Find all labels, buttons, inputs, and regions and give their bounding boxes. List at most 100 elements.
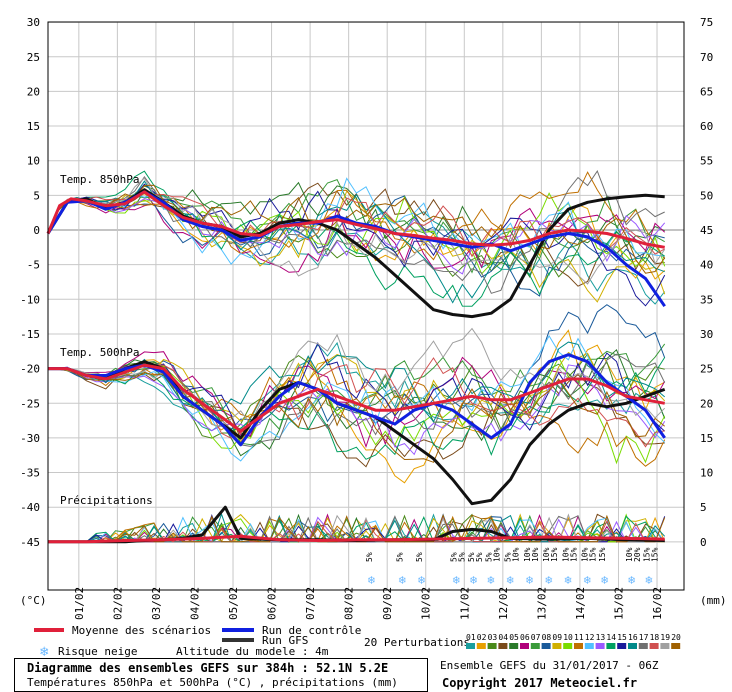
- snow-pct-label: 15%: [569, 547, 578, 562]
- perturbation-850-13: [47, 198, 666, 275]
- perturbation-id: 10: [563, 633, 573, 642]
- right-tick-label: 60: [700, 120, 713, 133]
- panel-label-precip: Précipitations: [60, 494, 153, 507]
- snow-pct-label: 10%: [523, 547, 532, 562]
- snowflake-icon: ❄: [470, 573, 477, 587]
- chart-subtitle: Températures 850hPa et 500hPa (°C) , pré…: [27, 676, 398, 689]
- legend: Moyenne des scénarios Run de contrôle Ru…: [34, 624, 681, 660]
- left-tick-label: 15: [27, 120, 40, 133]
- right-tick-label: 25: [700, 363, 713, 376]
- snow-pct-label: 15%: [598, 547, 607, 562]
- perturbation-id: 17: [639, 633, 649, 642]
- legend-label-perturbations: 20 Perturbations: [364, 636, 470, 649]
- x-tick-label: 13/02: [535, 587, 548, 620]
- left-tick-label: -35: [20, 467, 40, 480]
- right-tick-label: 50: [700, 189, 713, 202]
- x-tick-label: 15/02: [612, 587, 625, 620]
- perturbation-swatch: [584, 643, 594, 649]
- perturbation-500-01: [48, 341, 666, 432]
- snowflake-icon: ❄: [564, 573, 571, 587]
- right-tick-label: 5: [700, 501, 707, 514]
- series-precip-moyenne-des-sc-narios: [48, 534, 665, 544]
- snow-pct-label: 5%: [504, 552, 513, 562]
- perturbation-swatch: [617, 643, 627, 649]
- perturbation-id: 12: [585, 633, 595, 642]
- perturbation-id: 03: [488, 633, 498, 642]
- perturbation-id: 11: [574, 633, 584, 642]
- snowflake-icon: ❄: [526, 573, 533, 587]
- legend-label-altitude: Altitude du modele : 4m: [176, 645, 329, 658]
- perturbation-id: 09: [552, 633, 562, 642]
- legend-label-snow: Risque neige: [58, 645, 137, 658]
- perturbation-swatch: [466, 643, 475, 649]
- perturbation-500-20: [47, 368, 666, 463]
- perturbation-500-04: [47, 368, 665, 468]
- perturbation-850-02: [47, 199, 666, 280]
- snow-pct-label: 10%: [561, 547, 570, 562]
- snowflake-icon: ❄: [453, 573, 460, 587]
- perturbation-swatch: [628, 643, 637, 649]
- series-850-moyenne-des-sc-narios: [46, 190, 665, 249]
- perturbation-850-19: [47, 177, 666, 285]
- panel-label-850: Temp. 850hPa: [60, 173, 139, 186]
- left-tick-label: -20: [20, 363, 40, 376]
- perturbation-850-11: [47, 171, 666, 261]
- perturbation-swatch: [541, 643, 551, 649]
- perturbation-swatch: [563, 643, 573, 649]
- snowflake-icon: ❄: [545, 573, 552, 587]
- left-tick-label: -25: [20, 397, 40, 410]
- snow-pct-label: 5%: [365, 552, 374, 562]
- legend-label-gfs: Run GFS: [262, 634, 308, 647]
- snow-pct-label: 10%: [512, 547, 521, 562]
- snow-pct-label: 10%: [581, 547, 590, 562]
- perturbation-id: 19: [660, 633, 670, 642]
- snow-pct-label: 10%: [625, 547, 634, 562]
- perturbation-swatch: [476, 643, 486, 649]
- perturbation-500-02: [47, 329, 665, 484]
- perturbation-id: 14: [606, 633, 616, 642]
- left-tick-label: 5: [33, 189, 40, 202]
- x-tick-label: 16/02: [651, 587, 664, 620]
- perturbation-swatch: [520, 643, 529, 649]
- snow-pct-label: 5%: [415, 552, 424, 562]
- perturbation-swatch: [487, 643, 497, 649]
- snow-pct-label: 5%: [475, 552, 484, 562]
- x-tick-label: 06/02: [266, 587, 279, 620]
- snow-pct-label: 15%: [550, 547, 559, 562]
- perturbation-swatch: [498, 643, 508, 649]
- left-tick-label: -15: [20, 328, 40, 341]
- left-tick-label: 20: [27, 85, 40, 98]
- perturbation-id: 05: [509, 633, 519, 642]
- snowflake-icon: ❄: [399, 573, 406, 587]
- snowflake-icon: ❄: [628, 573, 635, 587]
- snow-pct-label: 10%: [542, 547, 551, 562]
- x-tick-label: 05/02: [227, 587, 240, 620]
- chart-title: Diagramme des ensembles GEFS sur 384h : …: [27, 661, 389, 675]
- info-box: Diagramme des ensembles GEFS sur 384h : …: [14, 658, 428, 692]
- perturbation-id: 13: [596, 633, 606, 642]
- right-tick-label: 55: [700, 155, 713, 168]
- left-tick-label: -45: [20, 536, 40, 549]
- run-info: Ensemble GEFS du 31/01/2017 - 06Z: [440, 659, 659, 672]
- perturbation-swatch: [649, 643, 659, 649]
- snow-pct-label: 20%: [633, 547, 642, 562]
- left-tick-label: 0: [33, 224, 40, 237]
- snowflake-icon: ❄: [584, 573, 591, 587]
- snow-pct-label: 5%: [458, 552, 467, 562]
- x-tick-label: 12/02: [497, 587, 510, 620]
- perturbation-id: 01: [466, 633, 476, 642]
- right-tick-label: 45: [700, 224, 713, 237]
- snowflake-icon: ❄: [645, 573, 652, 587]
- snowflake-icon: ❄: [368, 573, 375, 587]
- snow-pct-label: 10%: [492, 547, 501, 562]
- perturbation-swatch: [660, 643, 670, 649]
- right-tick-label: 15: [700, 432, 713, 445]
- x-tick-label: 08/02: [343, 587, 356, 620]
- left-axis-unit: (°C): [20, 594, 47, 607]
- perturbation-id: 08: [542, 633, 552, 642]
- plot-frame: [47, 21, 685, 591]
- right-tick-label: 35: [700, 293, 713, 306]
- left-tick-label: -40: [20, 501, 40, 514]
